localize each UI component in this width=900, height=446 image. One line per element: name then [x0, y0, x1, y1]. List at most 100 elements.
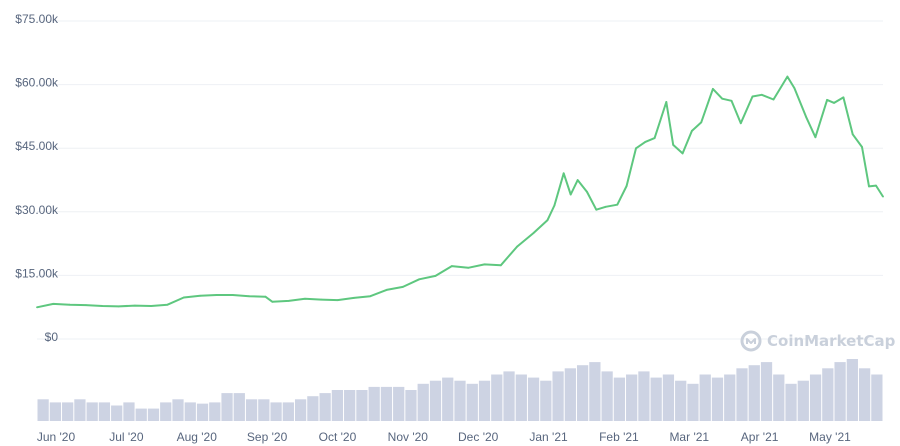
volume-bar	[466, 383, 478, 421]
volume-bar	[785, 383, 797, 421]
price-point	[851, 133, 854, 136]
volume-bar	[871, 374, 883, 421]
price-point	[712, 88, 714, 90]
price-point	[562, 172, 565, 175]
price-point	[248, 295, 251, 298]
volume-bar	[282, 402, 294, 421]
price-point	[385, 289, 388, 291]
volume-bar	[601, 371, 613, 421]
y-tick-label: $15.00k	[15, 266, 59, 280]
volume-bar	[454, 380, 466, 421]
price-point	[434, 275, 437, 277]
price-point	[271, 300, 274, 303]
coinmarketcap-logo-icon	[740, 330, 762, 352]
volume-bar	[86, 402, 98, 421]
price-point	[52, 303, 55, 305]
volume-bar	[527, 377, 540, 421]
volume-bar	[294, 399, 307, 421]
price-point	[150, 305, 153, 307]
watermark-text: CoinMarketCap	[767, 332, 896, 350]
volume-bar	[809, 374, 822, 421]
x-tick-label: Feb '21	[599, 430, 639, 444]
price-point	[730, 99, 733, 102]
volume-bar	[368, 386, 380, 421]
volume-bar	[270, 402, 282, 421]
price-point	[36, 306, 38, 309]
volume-bar	[491, 374, 503, 421]
volume-bar	[626, 374, 638, 421]
x-tick-label: May '21	[809, 430, 851, 444]
volume-bar	[356, 390, 368, 421]
price-point	[751, 95, 754, 98]
y-tick-label: $60.00k	[15, 76, 59, 90]
volume-bar	[344, 390, 356, 421]
price-point	[166, 303, 169, 306]
price-point	[576, 179, 579, 182]
volume-bar	[846, 359, 858, 421]
price-point	[595, 208, 598, 211]
volume-bars	[37, 359, 883, 421]
price-point	[586, 191, 588, 193]
volume-bar	[662, 374, 675, 421]
volume-bar	[503, 371, 515, 421]
price-point	[861, 146, 863, 148]
price-point	[516, 245, 518, 248]
price-point	[842, 96, 845, 99]
volume-bar	[675, 380, 687, 421]
price-point	[182, 296, 185, 299]
volume-bar	[540, 380, 552, 421]
price-point	[760, 93, 763, 96]
price-point	[134, 304, 136, 307]
price-point	[826, 99, 828, 101]
price-point	[700, 121, 703, 124]
price-point	[369, 295, 372, 298]
price-point	[569, 193, 572, 196]
price-point	[336, 299, 339, 301]
price-point	[665, 101, 668, 103]
volume-bar	[797, 380, 809, 421]
x-tick-label: Mar '21	[669, 430, 709, 444]
price-point	[499, 264, 502, 267]
volume-bar	[564, 368, 576, 421]
volume-bar	[724, 374, 736, 421]
volume-bar	[638, 371, 650, 421]
price-point	[117, 305, 120, 308]
price-point	[805, 116, 807, 118]
volume-bar	[773, 374, 785, 421]
volume-bar	[37, 399, 49, 421]
volume-bar	[62, 402, 74, 421]
price-point	[418, 278, 421, 281]
price-point	[739, 122, 742, 125]
price-points	[36, 75, 884, 309]
volume-bar	[245, 399, 258, 421]
x-tick-label: Jul '20	[109, 430, 144, 444]
volume-bar	[258, 399, 270, 421]
volume-bar	[331, 390, 344, 421]
price-point	[786, 75, 789, 78]
volume-bar	[711, 377, 724, 421]
price-point	[85, 304, 87, 306]
y-tick-label: $75.00k	[15, 12, 59, 26]
price-point	[215, 294, 218, 296]
price-point	[772, 98, 775, 101]
price-point	[681, 152, 684, 155]
volume-bar	[858, 368, 871, 421]
volume-bar	[307, 396, 319, 421]
volume-bar	[442, 377, 454, 421]
volume-bar	[98, 402, 111, 421]
price-point	[604, 205, 607, 208]
price-point	[320, 298, 323, 301]
x-tick-label: Jan '21	[529, 430, 568, 444]
volume-bar	[221, 393, 233, 421]
price-point	[532, 232, 535, 235]
volume-bar	[233, 393, 245, 421]
volume-bar	[478, 380, 491, 421]
volume-bar	[552, 371, 564, 421]
volume-bar	[748, 365, 760, 421]
price-point	[672, 144, 675, 146]
volume-bar	[393, 386, 405, 421]
volume-bar	[613, 377, 626, 421]
grid-lines	[37, 20, 883, 340]
price-point	[101, 305, 104, 307]
y-axis-ticks: $75.00k $60.00k $45.00k $30.00k $15.00k $0	[15, 12, 59, 344]
